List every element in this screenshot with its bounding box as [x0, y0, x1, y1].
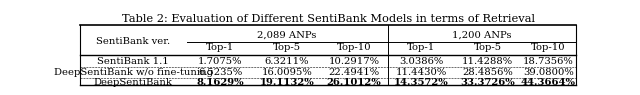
Text: 1.7075%: 1.7075%: [198, 57, 243, 66]
Text: 26.1012%: 26.1012%: [326, 78, 381, 87]
Text: SentiBank 1.1: SentiBank 1.1: [97, 57, 169, 66]
Text: 22.4941%: 22.4941%: [328, 68, 380, 77]
Text: 14.3572%: 14.3572%: [394, 78, 449, 87]
Text: 6.3211%: 6.3211%: [265, 57, 309, 66]
Text: Top-1: Top-1: [206, 44, 234, 52]
Text: 1,200 ANPs: 1,200 ANPs: [452, 30, 511, 39]
Text: Table 2: Evaluation of Different SentiBank Models in terms of Retrieval: Table 2: Evaluation of Different SentiBa…: [122, 14, 534, 24]
Text: Top-5: Top-5: [474, 44, 502, 52]
Text: DeepSentiBank w/o fine-tuning: DeepSentiBank w/o fine-tuning: [54, 68, 213, 77]
Text: Top-1: Top-1: [407, 44, 435, 52]
Text: 8.1629%: 8.1629%: [196, 78, 244, 87]
Text: 19.1132%: 19.1132%: [260, 78, 314, 87]
Text: 11.4288%: 11.4288%: [462, 57, 513, 66]
Text: 18.7356%: 18.7356%: [523, 57, 573, 66]
Text: 6.5235%: 6.5235%: [198, 68, 243, 77]
Text: SentiBank ver.: SentiBank ver.: [96, 37, 170, 46]
Text: 10.2917%: 10.2917%: [328, 57, 380, 66]
Text: 39.0800%: 39.0800%: [523, 68, 573, 77]
Text: Top-10: Top-10: [337, 44, 371, 52]
Text: 2,089 ANPs: 2,089 ANPs: [257, 30, 317, 39]
Text: Top-10: Top-10: [531, 44, 566, 52]
Text: 44.3664%: 44.3664%: [521, 78, 576, 87]
Text: 16.0095%: 16.0095%: [262, 68, 312, 77]
Text: 3.0386%: 3.0386%: [399, 57, 443, 66]
Text: Top-5: Top-5: [273, 44, 301, 52]
Text: 11.4430%: 11.4430%: [396, 68, 447, 77]
Text: 33.3726%: 33.3726%: [460, 78, 515, 87]
Text: DeepSentiBank: DeepSentiBank: [94, 78, 173, 87]
Text: 28.4856%: 28.4856%: [462, 68, 513, 77]
